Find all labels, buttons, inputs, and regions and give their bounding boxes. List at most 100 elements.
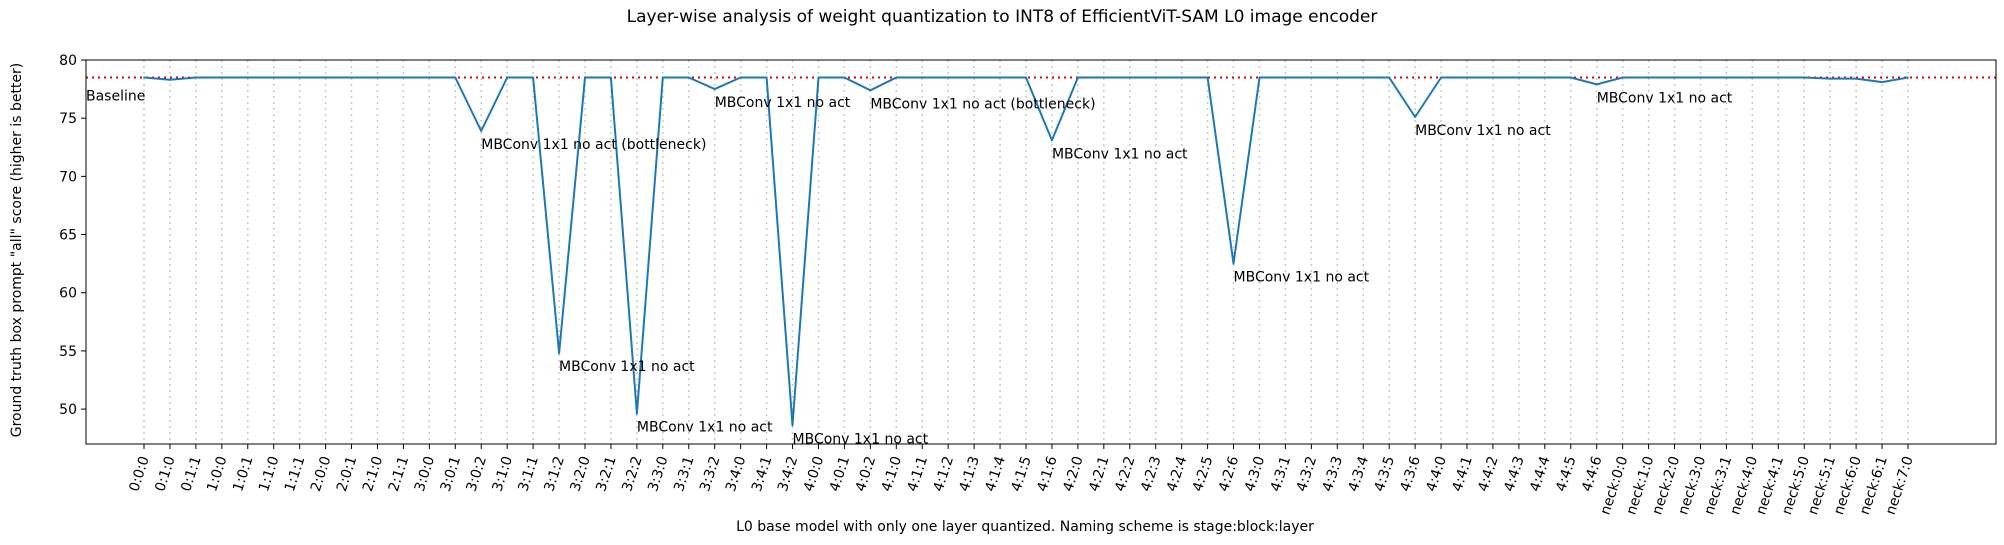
data-point (350, 76, 353, 79)
x-tick-label: 4:0:2 (853, 454, 879, 493)
data-point (1569, 76, 1572, 79)
data-point (687, 76, 690, 79)
annotation-label: MBConv 1x1 no act (559, 359, 695, 375)
data-point (765, 76, 768, 79)
data-point (246, 76, 249, 79)
data-point (1310, 76, 1313, 79)
data-point (506, 76, 508, 79)
x-tick-label: 2:1:1 (386, 454, 412, 493)
data-point (1232, 262, 1235, 265)
x-tick-label: 2:0:0 (308, 454, 334, 493)
data-point (1673, 76, 1676, 79)
x-tick-label: 4:0:1 (827, 454, 853, 493)
data-point (869, 89, 872, 92)
data-point (1414, 116, 1416, 118)
data-point (1128, 76, 1131, 79)
y-tick-label: 65 (59, 228, 77, 244)
data-point (584, 76, 586, 79)
annotation-label: MBConv 1x1 no act (1234, 270, 1370, 286)
data-point (454, 76, 457, 79)
data-point (947, 76, 949, 79)
y-tick-label: 60 (59, 286, 77, 302)
data-point (324, 76, 327, 79)
data-point (973, 76, 975, 79)
annotation-label: MBConv 1x1 no act (1597, 90, 1733, 106)
x-tick-label: 2:0:1 (334, 454, 360, 493)
data-point (713, 88, 716, 90)
x-axis-label: L0 base model with only one layer quanti… (736, 519, 1314, 535)
x-tick-label: 3:2:2 (619, 454, 645, 493)
data-point (817, 76, 820, 79)
x-tick-label: 0:0:0 (126, 454, 152, 493)
x-tick-label: 4:3:5 (1372, 454, 1398, 493)
annotation-label: MBConv 1x1 no act (793, 431, 929, 447)
x-tick-label: 4:2:1 (1086, 454, 1112, 493)
x-tick-label: 4:2:6 (1216, 454, 1242, 493)
annotation-label: MBConv 1x1 no act (637, 420, 773, 436)
data-point (895, 76, 898, 79)
data-point (1829, 77, 1831, 80)
x-tick-label: 4:1:5 (1008, 454, 1034, 493)
data-point (1777, 76, 1780, 79)
x-tick-label: 4:3:6 (1398, 454, 1424, 493)
x-tick-label: 4:1:4 (983, 454, 1009, 493)
grid-lines (143, 60, 1909, 444)
data-point (610, 76, 612, 79)
y-tick-label: 55 (59, 344, 77, 360)
data-point (1518, 76, 1520, 79)
data-point (843, 76, 846, 79)
data-point (1284, 76, 1287, 79)
data-point (1803, 76, 1806, 79)
annotation-label: MBConv 1x1 no act (1052, 146, 1188, 162)
data-point (1544, 76, 1546, 79)
data-point (1025, 76, 1027, 79)
data-point (1103, 76, 1105, 79)
data-point (376, 76, 379, 79)
x-tick-label: 3:1:2 (542, 454, 568, 493)
x-tick-label: 4:1:3 (957, 454, 983, 493)
x-tick-label: 2:1:0 (360, 454, 386, 493)
annotation-label: MBConv 1x1 no act (1415, 123, 1551, 139)
data-point (921, 76, 924, 79)
x-tick-label: 4:1:6 (1034, 454, 1060, 493)
data-point (662, 76, 664, 79)
x-tick-label: 4:1:1 (905, 454, 931, 493)
y-tick-label: 75 (59, 111, 77, 127)
y-tick-label: 80 (59, 53, 77, 69)
data-point (1725, 76, 1728, 79)
data-point (195, 76, 197, 79)
x-tick-label: 3:4:1 (749, 454, 775, 493)
x-tick-label: 3:4:0 (723, 454, 749, 493)
annotation-label: MBConv 1x1 no act (715, 95, 851, 111)
data-point (1206, 76, 1209, 79)
x-tick-label: 1:0:1 (230, 454, 256, 493)
annotations: MBConv 1x1 no act (bottleneck) MBConv 1x1… (481, 90, 1733, 447)
x-tick-label: 3:1:1 (516, 454, 542, 493)
x-tick-label: 4:2:4 (1164, 454, 1190, 493)
y-tick-label: 50 (59, 402, 77, 418)
data-point (143, 76, 145, 79)
x-tick-label: 4:2:2 (1112, 454, 1138, 493)
x-tick-label: 1:1:1 (282, 454, 308, 493)
data-point (791, 424, 794, 427)
x-tick-label: 4:1:2 (931, 454, 957, 493)
data-point (221, 76, 223, 79)
x-tick-label: 4:3:2 (1294, 454, 1320, 493)
x-tick-label: 4:4:1 (1449, 454, 1475, 493)
x-tick-label: 3:0:0 (412, 454, 438, 493)
chart-title: Layer-wise analysis of weight quantizati… (627, 7, 1378, 27)
x-tick-label: 4:2:0 (1060, 454, 1086, 493)
baseline-label: Baseline (86, 88, 145, 104)
data-point (1621, 76, 1624, 79)
x-tick-label: 3:4:2 (775, 454, 801, 493)
data-point (169, 78, 171, 81)
data-point (1907, 76, 1909, 79)
x-tick-label: 4:3:1 (1268, 454, 1294, 493)
data-point (272, 76, 275, 79)
data-point (1258, 76, 1261, 79)
data-point (1855, 77, 1857, 80)
x-tick-label: 3:3:0 (645, 454, 671, 493)
data-point (402, 76, 405, 79)
data-point (1388, 76, 1390, 79)
